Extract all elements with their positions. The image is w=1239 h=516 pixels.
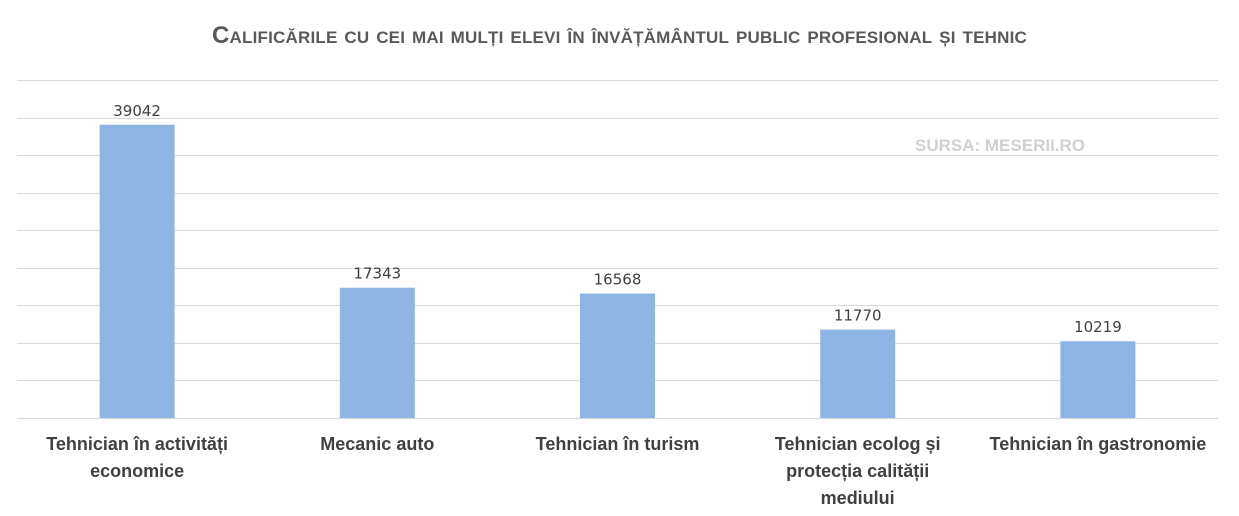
- bar: [820, 329, 896, 418]
- data-label: 16568: [594, 271, 642, 289]
- data-label: 17343: [353, 265, 401, 283]
- data-label: 11770: [834, 307, 882, 325]
- bar: [580, 293, 655, 418]
- category-label: Mecanic auto: [320, 434, 435, 454]
- data-label: 39042: [113, 102, 161, 120]
- category-label: Tehnician ecolog și protecția calității …: [774, 434, 941, 508]
- bar: [1060, 341, 1136, 418]
- bar: [99, 124, 175, 419]
- bar: [339, 287, 415, 418]
- category-label: Tehnician în turism: [535, 434, 700, 454]
- source-annotation: SURSA: MESERII.RO: [915, 136, 1086, 155]
- chart-title: Calificările cu cei mai mulți elevi în î…: [212, 22, 1027, 49]
- data-label: 10219: [1074, 318, 1122, 336]
- category-label: Tehnician în gastronomie: [989, 434, 1207, 454]
- category-label: Tehnician în activități economice: [46, 434, 228, 481]
